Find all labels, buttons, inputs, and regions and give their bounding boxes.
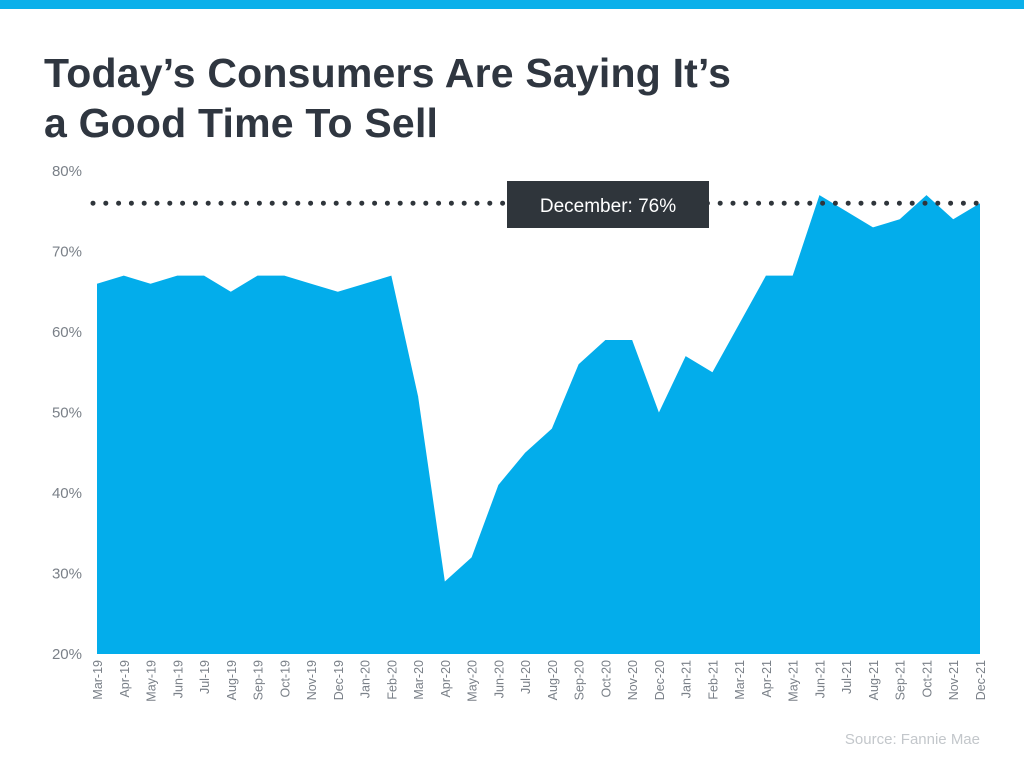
area-series [97,195,980,654]
x-tick-label: May-20 [466,660,480,702]
y-tick-label: 60% [52,324,82,341]
x-tick-label: Sep-19 [252,660,266,700]
y-tick-label: 70% [52,244,82,261]
x-tick-label: Nov-21 [947,660,961,700]
source-note: Source: Fannie Mae [844,731,980,748]
x-tick-label: Jun-21 [813,660,827,698]
x-tick-label: May-19 [145,660,159,702]
title-line-1: Today’s Consumers Are Saying It’s [44,50,732,96]
y-tick-label: 50% [52,405,82,422]
x-tick-label: May-21 [787,660,801,702]
x-tick-label: Aug-20 [546,660,560,700]
x-tick-label: Sep-20 [573,660,587,700]
x-tick-label: Dec-19 [332,660,346,700]
x-tick-label: Jul-20 [519,660,533,694]
x-tick-label: Nov-19 [305,660,319,700]
x-tick-label: Apr-21 [760,660,774,698]
y-tick-label: 80% [52,163,82,180]
x-tick-label: Aug-21 [867,660,881,700]
x-tick-label: Oct-20 [599,660,613,698]
x-tick-label: Mar-19 [91,660,105,700]
x-tick-label: Sep-21 [894,660,908,700]
x-tick-label: Feb-21 [706,660,720,700]
y-tick-label: 40% [52,485,82,502]
x-tick-label: Jul-21 [840,660,854,694]
annotation-box [507,181,709,228]
x-tick-label: Jan-21 [680,660,694,698]
annotation-label: December: 76% [540,196,676,217]
x-tick-label: Jan-20 [359,660,373,698]
x-tick-label: Feb-20 [385,660,399,700]
x-tick-label: Jun-20 [492,660,506,698]
x-tick-label: Aug-19 [225,660,239,700]
x-tick-label: Oct-21 [920,660,934,698]
x-tick-label: Mar-20 [412,660,426,700]
y-tick-label: 20% [52,646,82,663]
title-line-2: a Good Time To Sell [44,100,439,146]
x-tick-label: Nov-20 [626,660,640,700]
x-tick-label: Apr-20 [439,660,453,698]
x-tick-label: Jul-19 [198,660,212,694]
x-tick-label: Oct-19 [278,660,292,698]
x-tick-label: Apr-19 [118,660,132,698]
page-title: Today’s Consumers Are Saying It’s a Good… [44,48,731,148]
x-tick-label: Jun-19 [171,660,185,698]
top-accent-bar [0,0,1024,9]
x-tick-label: Dec-20 [653,660,667,700]
y-tick-label: 30% [52,566,82,583]
x-tick-label: Dec-21 [974,660,988,700]
x-tick-label: Mar-21 [733,660,747,700]
